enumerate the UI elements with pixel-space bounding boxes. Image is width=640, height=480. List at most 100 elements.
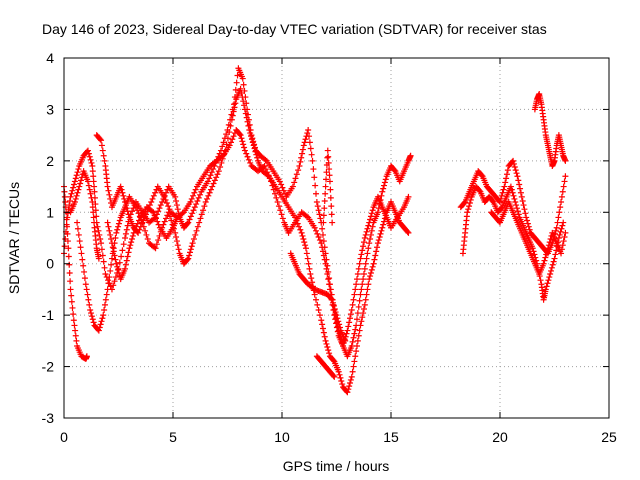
data-point (325, 276, 332, 283)
data-point (143, 231, 150, 238)
data-point (540, 260, 547, 267)
series-track-d (93, 127, 412, 349)
data-point (550, 258, 557, 265)
data-point (132, 226, 139, 233)
data-point (65, 206, 72, 213)
data-point (347, 315, 354, 322)
data-point (382, 176, 389, 183)
data-point (311, 291, 318, 298)
data-point (549, 261, 556, 268)
data-point (157, 202, 164, 209)
data-point (358, 318, 365, 325)
data-point (211, 177, 218, 184)
data-point (105, 187, 112, 194)
data-point (89, 168, 96, 175)
data-point (367, 216, 374, 223)
data-point (489, 197, 496, 204)
data-point (111, 252, 118, 259)
y-tick-label: -2 (42, 359, 55, 375)
data-point (175, 246, 182, 253)
data-point (273, 194, 280, 201)
data-point (154, 218, 161, 225)
data-point (228, 116, 235, 123)
data-point (363, 228, 370, 235)
data-point (240, 98, 247, 105)
data-point (302, 136, 309, 143)
data-point (374, 240, 381, 247)
data-point (244, 118, 251, 125)
data-point (191, 189, 198, 196)
chart-title: Day 146 of 2023, Sidereal Day-to-day VTE… (42, 21, 547, 37)
data-point (280, 187, 287, 194)
data-point (217, 164, 224, 171)
data-point (375, 237, 382, 244)
data-point (107, 267, 114, 274)
series-track-f (320, 147, 336, 226)
data-point (360, 271, 367, 277)
data-point (86, 186, 93, 193)
data-point (306, 133, 313, 140)
data-point (88, 194, 95, 201)
data-point (168, 217, 175, 224)
data-point (130, 205, 137, 212)
data-point (326, 286, 333, 293)
data-point (253, 151, 260, 158)
data-point (85, 150, 92, 157)
data-point (370, 260, 377, 267)
data-point (201, 203, 208, 210)
data-point (156, 232, 163, 239)
data-point (210, 180, 217, 187)
data-point (367, 213, 374, 220)
data-point (127, 242, 134, 249)
data-point (523, 214, 530, 221)
data-point (107, 195, 114, 202)
data-point (299, 232, 306, 239)
data-point (98, 137, 105, 144)
data-point (71, 199, 78, 205)
data-point (368, 227, 375, 234)
data-point (522, 210, 529, 217)
series-track-a (61, 183, 90, 362)
data-point (150, 192, 157, 199)
data-point (96, 324, 103, 331)
data-point (149, 208, 156, 215)
data-point (376, 233, 383, 240)
data-point (329, 296, 336, 303)
data-point (501, 183, 508, 190)
data-point (362, 296, 369, 303)
data-point (332, 309, 339, 316)
data-point (230, 108, 237, 115)
data-point (249, 139, 256, 146)
data-point (108, 255, 115, 262)
data-point (91, 183, 98, 190)
data-point (558, 250, 565, 257)
data-point (207, 172, 214, 179)
data-point (254, 154, 261, 161)
data-point (191, 204, 198, 211)
data-point (327, 194, 334, 201)
data-point (116, 259, 123, 266)
data-point (365, 245, 372, 252)
data-point (312, 182, 319, 189)
data-point (542, 286, 549, 293)
data-point (71, 178, 78, 185)
data-point (229, 136, 236, 143)
data-point (226, 142, 233, 149)
data-point (555, 214, 562, 221)
x-tick-label: 0 (60, 429, 68, 445)
data-point (499, 189, 506, 196)
data-point (360, 310, 367, 317)
data-point (557, 204, 564, 211)
data-point (303, 250, 310, 257)
data-point (361, 235, 368, 241)
data-point (66, 202, 73, 209)
data-point (315, 233, 322, 240)
data-point (173, 197, 180, 204)
data-point (72, 195, 79, 202)
data-point (218, 153, 225, 160)
data-point (204, 195, 211, 202)
data-point (309, 279, 316, 286)
data-point (380, 221, 387, 228)
data-point (325, 347, 332, 354)
data-point (70, 311, 77, 318)
